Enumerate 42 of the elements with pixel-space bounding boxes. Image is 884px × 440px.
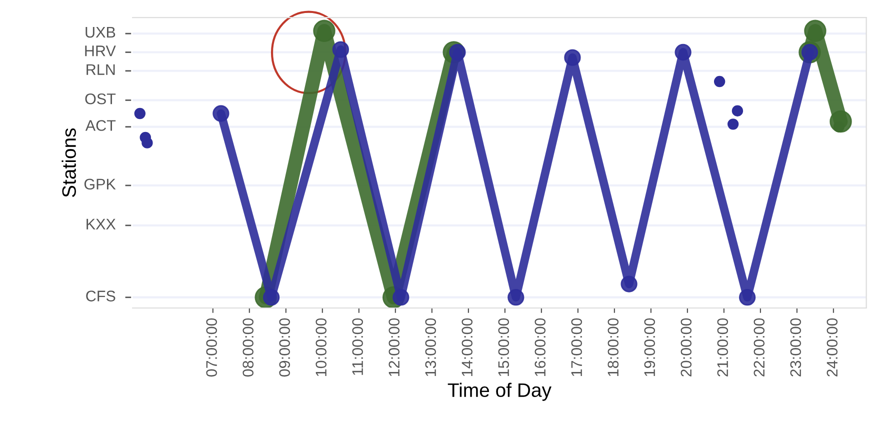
x-axis-title: Time of Day <box>448 382 552 401</box>
ref-line-label: KXX <box>86 218 116 230</box>
x-tick-label: 12:00:00 <box>388 318 400 376</box>
point <box>732 105 744 116</box>
ref-line-label: CFS <box>86 290 116 302</box>
ref-line-label: ACT <box>85 120 116 131</box>
ref-line-label: RLN <box>86 64 115 75</box>
ref-line-label: HRV <box>85 46 116 56</box>
point <box>134 108 146 120</box>
point <box>714 76 726 88</box>
x-tick-label: 14:00:00 <box>462 318 473 376</box>
x-tick-label: 18:00:00 <box>608 318 619 376</box>
x-tick-label: 09:00:00 <box>279 318 290 377</box>
ref-line-label: OST <box>85 93 116 104</box>
x-tick-label: 07:00:00 <box>206 318 218 377</box>
point <box>332 41 350 58</box>
x-tick-label: 22:00:00 <box>754 318 765 376</box>
point <box>508 289 524 306</box>
x-tick-label: 24:00:00 <box>826 318 838 376</box>
point <box>212 105 230 122</box>
x-tick-label: 11:00:00 <box>352 318 364 375</box>
x-tick-label: 08:00:00 <box>242 318 254 377</box>
ref-line-label: UXB <box>86 27 116 38</box>
x-tick-label: 17:00:00 <box>571 318 582 376</box>
x-tick-label: 19:00:00 <box>644 318 656 376</box>
x-tick-label: 23:00:00 <box>790 318 802 376</box>
point <box>620 276 638 292</box>
x-tick-label: 20:00:00 <box>680 318 692 376</box>
x-tick-label: 15:00:00 <box>498 318 510 376</box>
point <box>674 44 692 61</box>
x-tick-label: 21:00:00 <box>717 318 728 376</box>
point <box>804 20 826 42</box>
point <box>727 118 739 130</box>
point <box>142 137 153 148</box>
point <box>313 20 336 42</box>
point <box>564 49 581 66</box>
point <box>738 289 756 306</box>
x-tick-label: 16:00:00 <box>534 318 546 376</box>
ref-line-label: GPK <box>84 178 116 190</box>
x-tick-label: 13:00:00 <box>425 318 436 376</box>
y-axis-title: Stations <box>62 128 76 198</box>
x-tick-label: 10:00:00 <box>316 318 327 376</box>
